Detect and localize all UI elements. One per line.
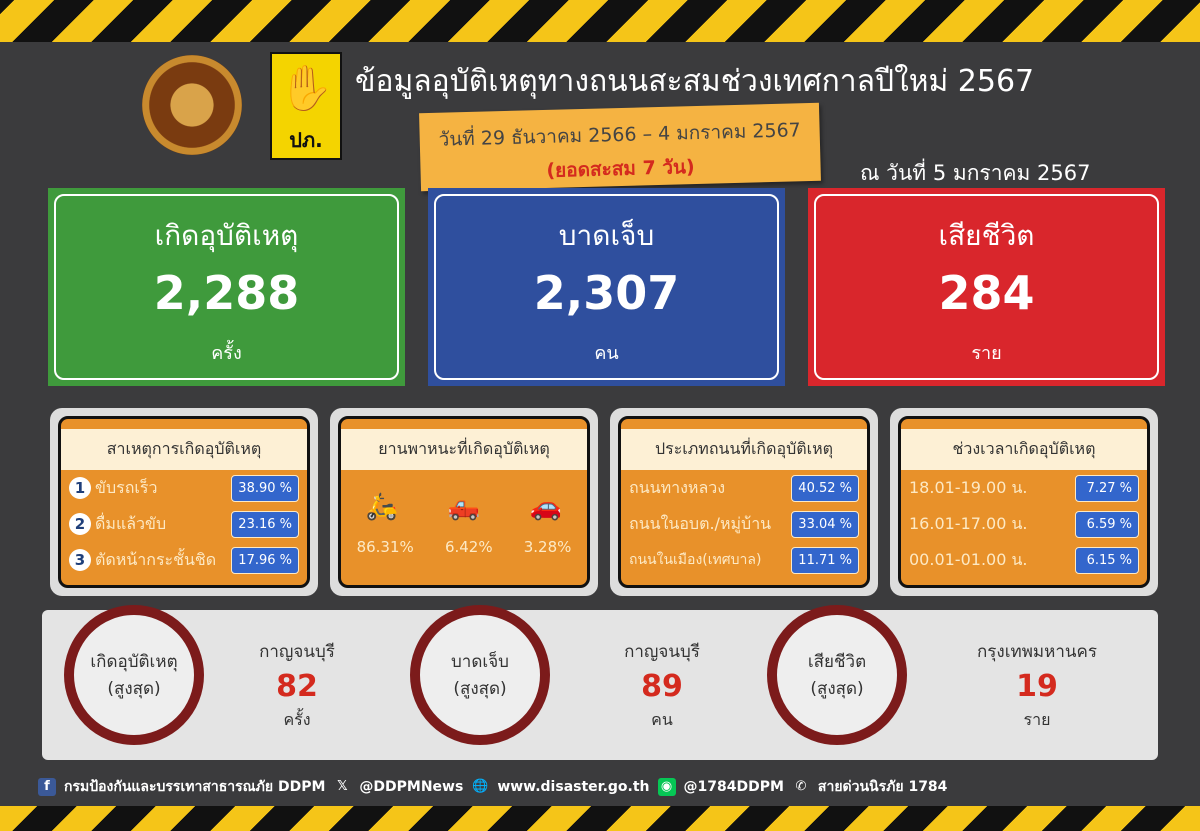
item-label: 16.01-17.00 น. xyxy=(909,513,1028,533)
hotline: สายด่วนนิรภัย 1784 xyxy=(817,779,948,795)
highest-deaths-badge: เสียชีวิต (สูงสุด) xyxy=(767,605,907,745)
rank-badge: 3 xyxy=(69,548,91,571)
highest-deaths-stat: กรุงเทพมหานคร 19 ราย xyxy=(942,638,1132,733)
ministry-seal-logo xyxy=(142,55,242,155)
card-unit: คน xyxy=(594,343,619,364)
pct-badge: 11.71 % xyxy=(791,546,859,574)
list-item: 00.01-01.00 น. 6.15 % xyxy=(901,542,1147,578)
card-label: เกิดอุบัติเหตุ xyxy=(154,219,299,252)
page-title: ข้อมูลอุบัติเหตุทางถนนสะสมช่วงเทศกาลปีให… xyxy=(355,64,1035,99)
badge-sub: (สูงสุด) xyxy=(107,679,161,699)
total-injured-card: บาดเจ็บ 2,307 คน xyxy=(428,188,785,386)
card-value: 284 xyxy=(938,266,1035,320)
vehicle-pct: 86.31% xyxy=(356,538,414,556)
highest-injured-stat: กาญจนบุรี 89 คน xyxy=(582,638,742,733)
card-label: เสียชีวิต xyxy=(938,219,1035,252)
card-value: 2,307 xyxy=(533,266,680,320)
pct-badge: 38.90 % xyxy=(231,474,299,502)
card-unit: ครั้ง xyxy=(211,343,242,364)
footer: f กรมป้องกันและบรรเทาสาธารณภัย DDPM 𝕏 @DDP… xyxy=(38,776,947,798)
item-label: ขับรถเร็ว xyxy=(95,477,158,497)
pct-badge: 6.15 % xyxy=(1075,546,1139,574)
line-link[interactable]: @1784DDPM xyxy=(683,779,784,795)
unit: คน xyxy=(651,710,673,729)
badge-label: เสียชีวิต xyxy=(807,652,867,672)
list-item: 2 ดื่มแล้วขับ 23.16 % xyxy=(61,506,307,542)
unit: ครั้ง xyxy=(283,710,311,729)
list-item: 18.01-19.00 น. 7.27 % xyxy=(901,470,1147,506)
ddpm-logo: ✋ ปภ. xyxy=(270,52,342,160)
list-item: ถนนทางหลวง 40.52 % xyxy=(621,470,867,506)
panel-title: ประเภทถนนที่เกิดอุบัติเหตุ xyxy=(621,429,867,470)
badge-sub: (สูงสุด) xyxy=(810,679,864,699)
pct-badge: 6.59 % xyxy=(1075,510,1139,538)
rank-badge: 2 xyxy=(69,512,91,535)
value: 82 xyxy=(276,669,318,704)
total-deaths-card: เสียชีวิต 284 ราย xyxy=(808,188,1165,386)
province: กาญจนบุรี xyxy=(259,642,335,662)
value: 89 xyxy=(641,669,683,704)
list-item: 16.01-17.00 น. 6.59 % xyxy=(901,506,1147,542)
panel-title: ยานพาหนะที่เกิดอุบัติเหตุ xyxy=(341,429,587,470)
vehicle-pct: 3.28% xyxy=(523,538,572,556)
item-label: ตัดหน้ากระชั้นชิด xyxy=(95,549,217,569)
phone-icon: ✆ xyxy=(795,779,807,794)
facebook-link[interactable]: กรมป้องกันและบรรเทาสาธารณภัย DDPM xyxy=(64,779,326,795)
card-label: บาดเจ็บ xyxy=(558,219,655,252)
motorcycle-icon: 🛵 xyxy=(365,492,399,522)
badge-label: บาดเจ็บ xyxy=(451,652,509,672)
item-label: ดื่มแล้วขับ xyxy=(95,513,167,533)
rank-badge: 1 xyxy=(69,476,91,499)
item-label: 18.01-19.00 น. xyxy=(909,477,1028,497)
vehicle-pct: 6.42% xyxy=(444,538,493,556)
badge-label: เกิดอุบัติเหตุ xyxy=(90,652,178,672)
province: กรุงเทพมหานคร xyxy=(976,642,1098,662)
item-label: ถนนในอบต./หมู่บ้าน xyxy=(629,513,772,533)
x-link[interactable]: @DDPMNews xyxy=(359,779,464,795)
list-item: ถนนในเมือง(เทศบาล) 11.71 % xyxy=(621,542,867,578)
date-banner: วันที่ 29 ธันวาคม 2566 – 4 มกราคม 2567 (… xyxy=(419,102,821,192)
highest-injured-badge: บาดเจ็บ (สูงสุด) xyxy=(410,605,550,745)
unit: ราย xyxy=(1023,710,1051,729)
cumulative-label: (ยอดสะสม 7 วัน) xyxy=(546,156,695,182)
list-item: 1 ขับรถเร็ว 38.90 % xyxy=(61,470,307,506)
globe-icon: 🌐 xyxy=(472,779,489,794)
item-label: ถนนในเมือง(เทศบาล) xyxy=(629,552,762,568)
pct-badge: 33.04 % xyxy=(791,510,859,538)
pct-badge: 7.27 % xyxy=(1075,474,1139,502)
car-icon: 🚗 xyxy=(529,492,563,522)
card-unit: ราย xyxy=(971,343,1002,364)
panel-title: ช่วงเวลาเกิดอุบัติเหตุ xyxy=(901,429,1147,470)
pct-badge: 40.52 % xyxy=(791,474,859,502)
pct-badge: 23.16 % xyxy=(231,510,299,538)
road-types-panel: ประเภทถนนที่เกิดอุบัติเหตุ ถนนทางหลวง 40.… xyxy=(610,408,878,596)
pickup-truck-icon: 🛻 xyxy=(447,492,481,522)
list-item: 3 ตัดหน้ากระชั้นชิด 17.96 % xyxy=(61,542,307,578)
facebook-icon: f xyxy=(38,778,56,796)
line-icon: ◉ xyxy=(657,778,676,796)
highest-accidents-stat: กาญจนบุรี 82 ครั้ง xyxy=(217,638,377,733)
date-range: วันที่ 29 ธันวาคม 2566 – 4 มกราคม 2567 xyxy=(438,119,802,151)
causes-panel: สาเหตุการเกิดอุบัติเหตุ 1 ขับรถเร็ว 38.90 … xyxy=(50,408,318,596)
hazard-stripes-top xyxy=(0,0,1200,42)
list-item: ถนนในอบต./หมู่บ้าน 33.04 % xyxy=(621,506,867,542)
as-of-date: ณ วันที่ 5 มกราคม 2567 xyxy=(860,161,1091,185)
highest-accidents-badge: เกิดอุบัติเหตุ (สูงสุด) xyxy=(64,605,204,745)
item-label: ถนนทางหลวง xyxy=(629,477,726,497)
item-label: 00.01-01.00 น. xyxy=(909,549,1028,569)
pct-badge: 17.96 % xyxy=(231,546,299,574)
total-accidents-card: เกิดอุบัติเหตุ 2,288 ครั้ง xyxy=(48,188,405,386)
hazard-stripes-bottom xyxy=(0,806,1200,831)
website-link[interactable]: www.disaster.go.th xyxy=(497,779,650,795)
card-value: 2,288 xyxy=(153,266,300,320)
badge-sub: (สูงสุด) xyxy=(453,679,507,699)
panel-title: สาเหตุการเกิดอุบัติเหตุ xyxy=(61,429,307,470)
time-periods-panel: ช่วงเวลาเกิดอุบัติเหตุ 18.01-19.00 น. 7.2… xyxy=(890,408,1158,596)
province: กาญจนบุรี xyxy=(624,642,700,662)
vehicles-panel: ยานพาหนะที่เกิดอุบัติเหตุ 🛵 🛻 🚗 86.31% 6.42… xyxy=(330,408,598,596)
highest-province-panel: เกิดอุบัติเหตุ (สูงสุด) กาญจนบุรี 82 ครั้ง … xyxy=(42,605,1158,760)
value: 19 xyxy=(1016,669,1058,704)
x-icon: 𝕏 xyxy=(337,779,348,794)
